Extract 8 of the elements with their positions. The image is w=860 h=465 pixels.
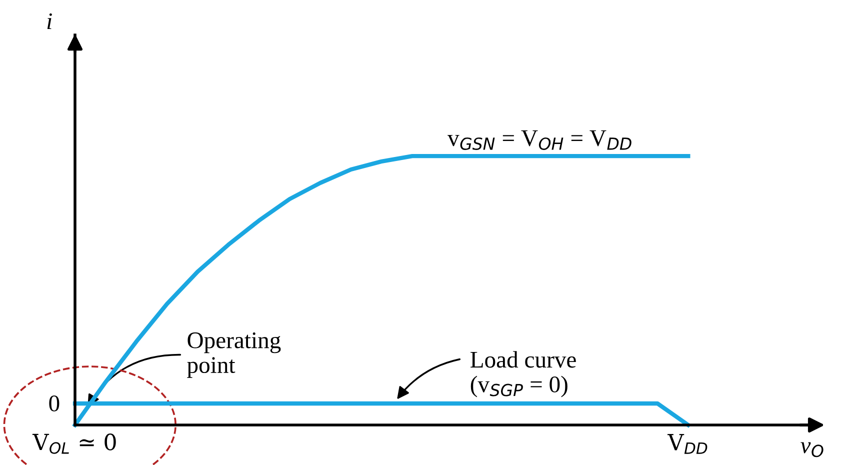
x-axis-title: v$_{O}$ [800, 442, 824, 458]
x-tick-label: V$_{OL}$ ≃ 0 [32, 434, 116, 454]
text: 0 [49, 395, 60, 412]
x-tick-label: V$_{DD}$ [668, 434, 708, 454]
annotation: Operating point [187, 332, 281, 378]
annotation: Load curve (v$_{SGP}$ = 0) [470, 351, 576, 398]
text: i [47, 13, 52, 29]
text: v$_{GSN}$ = V$_{OH}$ = V$_{DD}$ [448, 130, 632, 150]
